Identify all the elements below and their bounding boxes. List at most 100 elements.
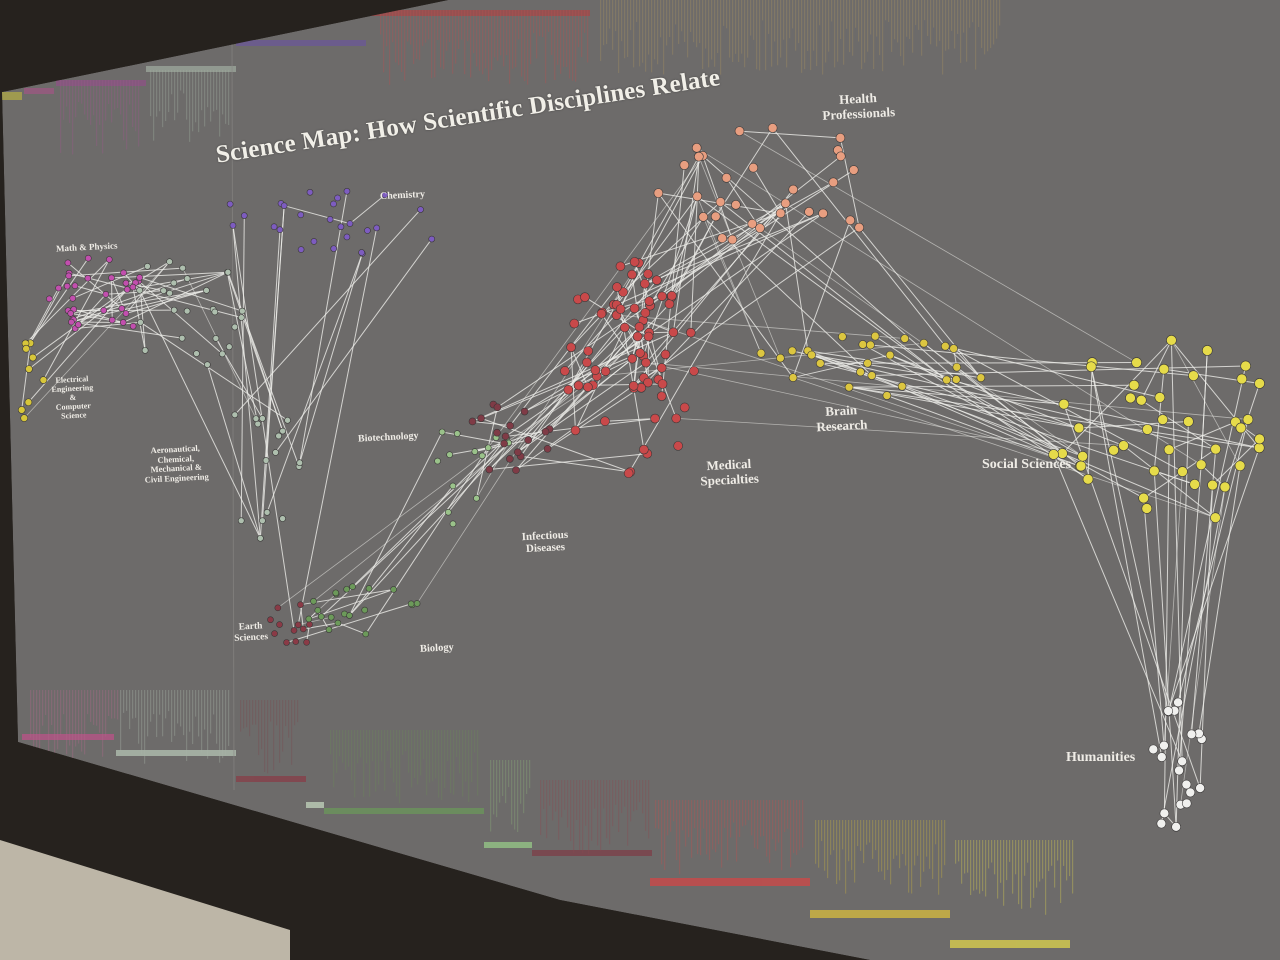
faint-label-bar: [846, 0, 848, 29]
faint-label-bar: [452, 10, 454, 74]
network-edge: [503, 384, 594, 444]
faint-label-bar: [162, 70, 164, 128]
network-node: [193, 350, 200, 357]
network-edge: [696, 156, 700, 197]
network-node: [807, 350, 816, 360]
faint-label-bar: [462, 730, 464, 797]
faint-label-bar: [294, 700, 296, 726]
network-node: [566, 342, 576, 353]
faint-label-bar: [802, 800, 804, 848]
faint-label-bar: [633, 780, 635, 812]
network-node: [493, 403, 502, 412]
faint-label-bar: [372, 730, 374, 762]
faint-label-bar: [941, 820, 943, 878]
faint-label-bar: [387, 730, 389, 752]
network-edge: [277, 437, 507, 609]
faint-label-bar: [464, 10, 466, 75]
network-edge: [497, 295, 663, 408]
network-node: [166, 258, 173, 266]
faint-label-bar: [213, 70, 215, 112]
faint-label-bar: [48, 690, 50, 759]
faint-label-bar: [518, 10, 520, 40]
faint-label-bar: [873, 0, 875, 69]
network-node: [65, 272, 73, 280]
faint-label-bar: [549, 780, 551, 806]
faint-label-bar: [963, 0, 965, 33]
faint-label-bar: [150, 690, 152, 722]
network-node: [296, 459, 304, 467]
network-edge: [232, 225, 261, 539]
faint-label-bar: [816, 0, 818, 67]
network-node: [845, 215, 856, 226]
faint-label-bar: [108, 690, 110, 717]
network-node: [866, 340, 875, 350]
faint-label-bar: [273, 700, 275, 771]
faint-label-bar: [1042, 840, 1044, 879]
network-edge: [71, 289, 207, 323]
faint-label-bar: [834, 0, 836, 68]
network-edge: [127, 271, 228, 290]
faint-label-bar: [672, 0, 674, 55]
faint-label-bar: [204, 70, 206, 127]
faint-label-bar: [685, 800, 687, 847]
faint-label-bar: [132, 690, 134, 719]
network-node: [1157, 414, 1169, 425]
network-node: [239, 307, 246, 315]
network-edge: [182, 267, 257, 419]
network-edge: [74, 285, 106, 295]
faint-label-bar: [923, 820, 925, 872]
network-node: [639, 444, 649, 455]
faint-label-bar: [90, 80, 92, 125]
network-edge: [772, 127, 946, 347]
network-edge: [946, 379, 1260, 449]
faint-label-bar: [972, 0, 974, 23]
network-edge: [696, 196, 762, 354]
network-node: [643, 331, 654, 342]
faint-label-bar: [84, 690, 86, 755]
faint-label-bar: [520, 760, 522, 804]
faint-label-bar: [267, 700, 269, 774]
faint-label-bar: [72, 690, 74, 765]
faint-label-bar: [521, 10, 523, 77]
network-node: [263, 509, 271, 516]
faint-label-bar: [999, 0, 1001, 26]
network-node: [334, 194, 341, 202]
network-edge: [1171, 340, 1241, 466]
faint-label-bar: [512, 10, 514, 69]
faint-label-bar: [799, 800, 801, 851]
faint-label-bar: [639, 780, 641, 803]
faint-label-bar: [748, 800, 750, 821]
network-node: [1235, 422, 1247, 434]
network-edge: [1153, 470, 1177, 827]
faint-label-bar: [778, 800, 780, 843]
network-node: [660, 349, 671, 360]
faint-label-bar: [246, 700, 248, 728]
faint-label-bar: [897, 0, 899, 43]
network-edge: [297, 227, 378, 625]
network-node: [1131, 357, 1142, 368]
faint-label-bar: [603, 780, 605, 809]
network-node: [1181, 798, 1192, 809]
faint-label-bar: [726, 0, 728, 29]
faint-label-bar: [123, 690, 125, 713]
network-node: [756, 348, 766, 358]
faint-label-bar: [514, 760, 516, 830]
network-node: [332, 589, 340, 597]
faint-label-bar: [57, 690, 59, 750]
faint-label-bar: [180, 690, 182, 727]
network-node: [653, 188, 664, 198]
faint-label-bar: [84, 80, 86, 115]
faint-label-bar: [195, 70, 197, 123]
faint-label-bar: [819, 0, 821, 26]
faint-label-bar: [1030, 840, 1032, 908]
label-medical-line2: Specialties: [699, 470, 760, 489]
faint-label-bar: [703, 800, 705, 829]
faint-label-bar: [724, 800, 726, 828]
network-edge: [481, 155, 704, 457]
faint-label-bar: [345, 730, 347, 770]
network-node: [203, 287, 210, 294]
faint-label-bar: [837, 0, 839, 62]
network-node: [346, 220, 354, 227]
network-node: [204, 361, 211, 368]
faint-label-bar: [888, 0, 890, 22]
